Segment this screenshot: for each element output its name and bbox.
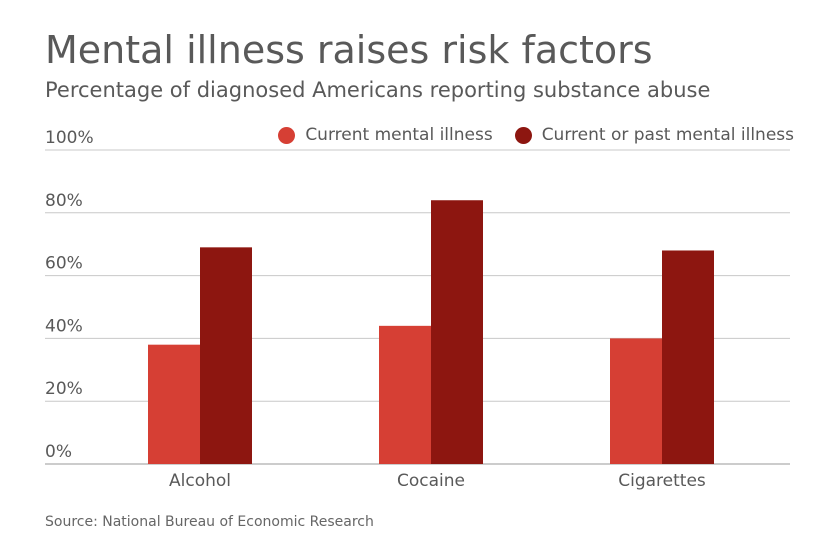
y-tick-label: 100% bbox=[45, 128, 94, 148]
legend-swatch-current-or-past bbox=[514, 126, 532, 144]
bar bbox=[662, 250, 714, 464]
legend-label-current: Current mental illness bbox=[305, 125, 493, 145]
legend-item-current-or-past: Current or past mental illness bbox=[514, 125, 794, 145]
chart-title: Mental illness raises risk factors bbox=[45, 28, 653, 72]
y-tick-label: 60% bbox=[45, 254, 83, 274]
bar bbox=[200, 247, 252, 464]
legend-label-current-or-past: Current or past mental illness bbox=[541, 125, 794, 145]
x-tick-label: Cocaine bbox=[397, 471, 465, 491]
y-tick-label: 40% bbox=[45, 316, 83, 336]
y-tick-label: 20% bbox=[45, 379, 83, 399]
x-tick-label: Cigarettes bbox=[618, 471, 706, 491]
y-tick-label: 80% bbox=[45, 191, 83, 211]
x-tick-label: Alcohol bbox=[169, 471, 231, 491]
bar bbox=[610, 338, 662, 464]
source-note: Source: National Bureau of Economic Rese… bbox=[45, 514, 374, 530]
legend-item-current: Current mental illness bbox=[278, 125, 493, 145]
legend-swatch-current bbox=[278, 126, 296, 144]
bar bbox=[431, 200, 483, 465]
legend: Current mental illness Current or past m… bbox=[256, 125, 794, 145]
chart-subtitle: Percentage of diagnosed Americans report… bbox=[45, 78, 711, 102]
bar bbox=[148, 344, 200, 464]
y-tick-label: 0% bbox=[45, 442, 72, 462]
bar bbox=[379, 325, 431, 464]
